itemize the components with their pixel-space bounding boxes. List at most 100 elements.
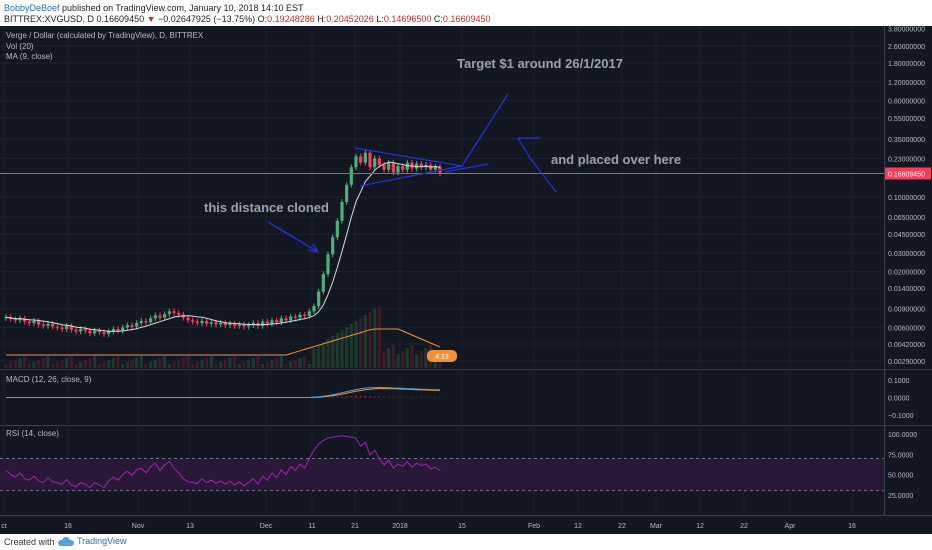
- macd-histogram-bar: [350, 395, 353, 398]
- candle-body: [373, 158, 377, 168]
- candle-body: [247, 325, 251, 327]
- volume-bar: [326, 339, 330, 368]
- macd-histogram-bar: [383, 396, 385, 398]
- volume-bar: [186, 356, 190, 368]
- volume-bar: [354, 321, 358, 368]
- time-tick-label: ct: [1, 523, 7, 530]
- price-tick-label: 0.00290000: [888, 359, 925, 366]
- publish-info: BobbyDeBoef published on TradingView.com…: [4, 3, 304, 13]
- time-tick-label: 2018: [392, 523, 408, 530]
- candle-body: [18, 318, 22, 321]
- volume-bar: [37, 360, 41, 368]
- time-tick-label: 15: [458, 523, 466, 530]
- volume-bar: [205, 358, 209, 368]
- volume-bar: [4, 364, 8, 368]
- volume-bar: [177, 360, 181, 368]
- volume-legend: Vol (20): [6, 42, 34, 51]
- volume-ma-line: [6, 328, 441, 356]
- time-tick-label: 22: [618, 523, 626, 530]
- volume-bar: [102, 362, 106, 368]
- candle-body: [349, 167, 353, 185]
- chart-area[interactable]: 3.80000000 2.60000000 1.80000000 1.20000000…: [0, 26, 932, 534]
- publish-date: published on TradingView.com, January 10…: [59, 3, 304, 13]
- candle-body: [13, 318, 17, 321]
- volume-bar: [279, 356, 283, 368]
- volume-bar: [317, 345, 321, 368]
- volume-bar: [9, 362, 13, 368]
- candle-body: [228, 323, 232, 326]
- candle-body: [307, 311, 311, 316]
- volume-bar: [391, 345, 395, 368]
- candle-body: [41, 324, 45, 326]
- candle-body: [32, 320, 36, 323]
- macd-histogram-bar: [406, 396, 409, 398]
- candle-body: [163, 314, 167, 318]
- volume-bar: [172, 362, 176, 368]
- volume-bar: [233, 356, 237, 368]
- cloned-arrow-head: [307, 243, 319, 253]
- macd-histogram-bar: [345, 395, 348, 398]
- candle-body: [209, 322, 213, 324]
- tradingview-brand[interactable]: TradingView: [58, 536, 127, 546]
- price-tick-label: 2.60000000: [888, 44, 925, 51]
- volume-bar: [139, 356, 143, 368]
- candle-body: [433, 166, 437, 170]
- volume-badge: [427, 350, 457, 362]
- author-link[interactable]: BobbyDeBoef: [4, 3, 60, 13]
- candle-body: [317, 291, 321, 307]
- breakout-line: [444, 163, 489, 173]
- symbol-legend: Verge / Dollar (calculated by TradingVie…: [6, 31, 204, 40]
- candle-body: [121, 327, 125, 331]
- open-label: O:: [257, 14, 268, 24]
- macd-histogram-bar: [359, 395, 362, 398]
- candle-body: [74, 329, 78, 332]
- ohlc-line: BITTREX:XVGUSD, D 0.16609450 ▼ −0.026479…: [4, 14, 490, 24]
- candle-body: [214, 322, 218, 325]
- candle-body: [298, 314, 302, 318]
- volume-bar: [65, 358, 69, 368]
- candle-body: [382, 164, 386, 170]
- close-value: 0.16609450: [442, 14, 491, 24]
- macd-histogram-bar: [439, 396, 441, 398]
- volume-bar: [237, 364, 241, 368]
- candle-body: [172, 311, 176, 313]
- price-tick-label: 0.00420000: [888, 342, 925, 349]
- price-tick-label: 0.00900000: [888, 307, 925, 314]
- volume-bar: [121, 364, 125, 368]
- volume-bar: [27, 364, 31, 368]
- candle-body: [340, 201, 344, 221]
- candle-body: [51, 323, 55, 327]
- macd-histogram-bar: [420, 396, 423, 398]
- volume-bar: [149, 362, 153, 368]
- price-tick-label: 0.35000000: [888, 137, 925, 144]
- candle-body: [135, 322, 139, 327]
- candle-body: [335, 220, 339, 238]
- candle-body: [354, 156, 358, 168]
- candle-body: [242, 324, 246, 327]
- macd-histogram-bar: [336, 396, 339, 398]
- last-price-badge: [885, 167, 931, 180]
- price-tick-label: 1.20000000: [888, 80, 925, 87]
- close-label: C:: [433, 14, 443, 24]
- volume-bar: [410, 345, 414, 368]
- volume-bar: [130, 360, 134, 368]
- macd-tick-label: 0.0000: [888, 396, 910, 403]
- macd-histogram-bar: [392, 396, 395, 398]
- volume-bar: [340, 330, 344, 368]
- candle-body: [83, 328, 87, 331]
- candle-body: [368, 152, 372, 168]
- macd-histogram-bar: [369, 396, 371, 398]
- chart-svg[interactable]: 3.80000000 2.60000000 1.80000000 1.20000000…: [0, 26, 932, 534]
- candle-body: [303, 314, 307, 316]
- candle-body: [219, 322, 223, 325]
- candle-body: [186, 317, 190, 321]
- volume-bar: [200, 360, 204, 368]
- volume-bar: [135, 358, 139, 368]
- ma-line: [5, 161, 441, 332]
- volume-bar: [167, 364, 171, 368]
- candle-body: [391, 162, 395, 173]
- volume-bar: [321, 342, 325, 368]
- candle-body: [191, 320, 195, 322]
- time-tick-label: Mar: [650, 523, 663, 530]
- macd-histogram-bar: [355, 395, 357, 398]
